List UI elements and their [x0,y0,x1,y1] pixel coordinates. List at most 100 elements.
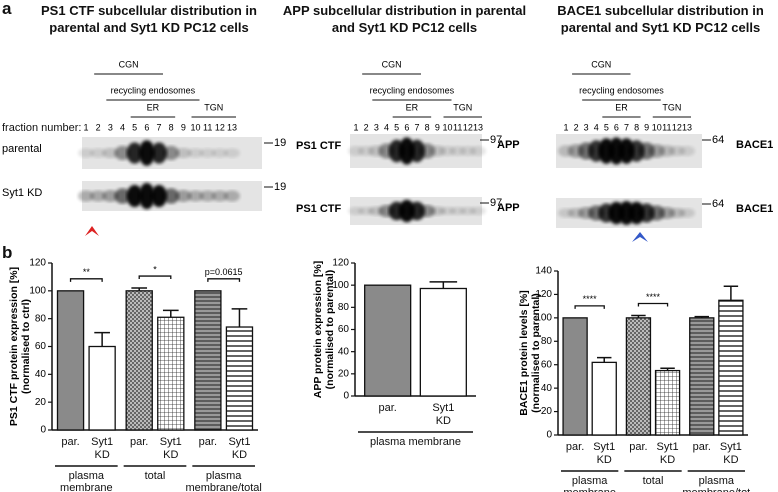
row-label: Syt1 KD [2,187,42,199]
y-tick-label: 60 [338,324,350,335]
blot-band [114,188,131,204]
blot-band [224,190,240,202]
x-tick-label: Syt1 KD [159,436,182,461]
fraction-number: 3 [584,122,589,132]
bar [125,290,153,431]
bar [718,299,744,436]
y-tick-label: 100 [29,285,46,296]
blot-band [470,206,486,216]
blot-band [78,190,94,202]
y-tick-label: 80 [35,313,47,324]
blot-band [679,208,695,218]
error-bar [231,308,248,328]
row-label: parental [2,143,42,155]
fraction-number: 10 [442,122,452,132]
fraction-number: 9 [435,122,440,132]
blot-band [175,147,192,159]
fraction-number: 6 [614,122,619,132]
error-bar [631,314,646,318]
x-tick-label: Syt1 KD [593,441,616,466]
blot-band [419,204,436,218]
y-tick-label: 80 [541,336,553,347]
row-label: PS1 CTF [296,140,342,152]
x-tick-label: par. [61,436,80,448]
fraction-number: 4 [384,122,389,132]
blot-band [126,142,143,164]
fraction-number: 1 [353,122,358,132]
y-tick-label: 20 [35,397,47,408]
fraction-number: 1 [83,122,88,132]
bar [157,316,185,431]
bar [88,345,116,431]
x-tick-label: par. [565,441,585,453]
error-bar [94,331,110,347]
group-label: plasma membrane/total [185,470,262,492]
fraction-number: 6 [404,122,409,132]
compartment-label: TGN [662,102,681,112]
group-label: total [144,470,166,482]
blot-band [211,190,228,202]
y-tick-label: 120 [332,258,349,269]
y-tick-label: 0 [343,391,349,402]
x-tick-label: Syt1 KD [656,441,679,466]
compartment-label: recycling endosomes [579,85,664,95]
group-label: plasma membrane [563,475,616,492]
blot-band [163,188,180,204]
bar [56,290,85,431]
error-bar [597,356,612,363]
error-bar [694,315,709,318]
fraction-number: 12 [463,122,473,132]
blot-band [126,184,143,208]
fraction-number: 9 [644,122,649,132]
y-tick-label: 40 [35,369,47,380]
fraction-number: 8 [634,122,639,132]
blot-title: APP subcellular distribution in parental… [282,3,527,35]
blot-band [90,190,107,202]
y-tick-label: 80 [338,302,350,313]
y-tick-label: 40 [541,383,553,394]
fraction-number: 7 [156,122,161,132]
error-bar [660,367,675,371]
blot-title: PS1 CTF subcellular distribution in pare… [41,3,257,35]
marker-size: 64 [712,134,724,146]
error-bar [131,287,148,291]
y-axis-title: BACE1 protein levels [%] [518,290,530,415]
fraction-label: fraction number: [2,122,82,134]
fraction-number: 3 [108,122,113,132]
x-tick-label: par. [378,402,397,414]
fraction-number: 11 [453,122,462,132]
bar [225,326,254,431]
blot-band [679,145,695,157]
y-tick-label: 0 [40,425,46,436]
fraction-number: 9 [181,122,186,132]
compartment-label: ER [615,102,628,112]
compartment-label: TGN [204,102,223,112]
x-tick-label: par. [629,441,648,453]
y-tick-label: 140 [535,266,552,277]
blot-band [114,145,131,161]
bar [364,284,412,397]
compartment-label: ER [147,102,160,112]
y-tick-label: 60 [35,341,47,352]
fraction-number: 8 [169,122,174,132]
protein-label: APP [497,139,520,151]
bar [419,287,467,397]
blue-arrow [632,232,648,242]
y-tick-label: 60 [541,359,553,370]
fraction-number: 10 [652,122,662,132]
group-label: plasma membrane [369,436,462,448]
fraction-number: 7 [624,122,629,132]
group-label: total [642,475,664,487]
significance-bracket [637,302,669,307]
bar [689,317,715,436]
y-tick-label: 120 [29,258,46,269]
y-axis-title: (normalised to parental) [324,270,336,390]
fraction-number: 1 [563,122,568,132]
compartment-label: ER [406,102,419,112]
significance-bracket [207,278,241,282]
x-tick-label: par. [198,436,218,448]
panel-label: b [2,243,13,262]
y-tick-label: 120 [535,289,552,300]
